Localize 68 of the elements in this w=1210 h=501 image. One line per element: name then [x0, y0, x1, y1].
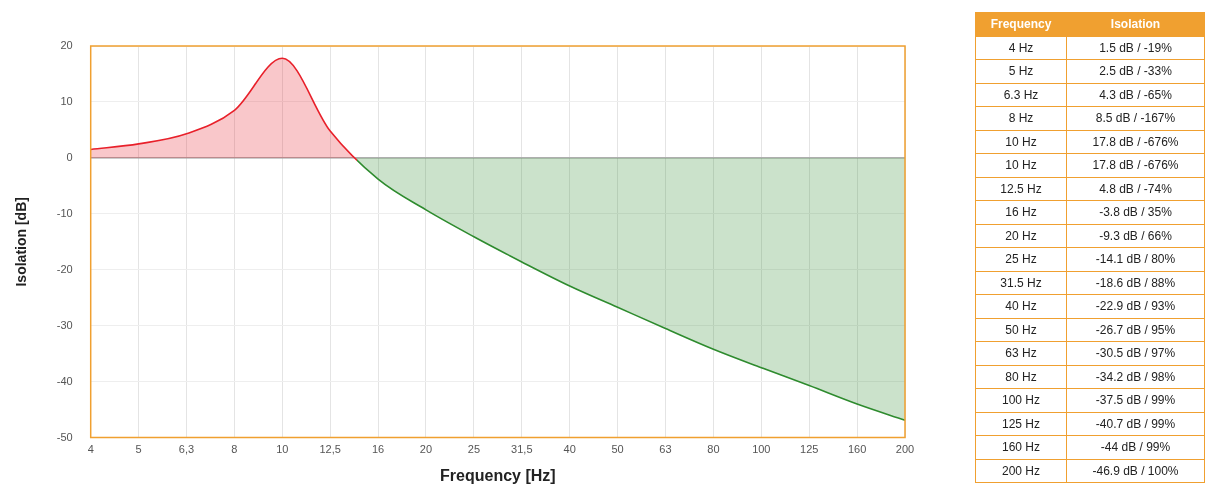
y-tick-label: -40 — [56, 374, 73, 387]
text: -18.6 dB / 88% — [1095, 275, 1176, 290]
category-label: 80 Hz — [975, 365, 1067, 389]
x-tick-label: 125 — [800, 443, 819, 456]
text: -3.8 dB / 35% — [1099, 205, 1172, 220]
text: Isolation — [1066, 12, 1205, 36]
x-axis-title: Frequency [Hz] — [440, 466, 556, 484]
y-tick-label: -20 — [56, 262, 73, 275]
category-label: 160 Hz — [975, 435, 1067, 459]
x-tick-label: 63 — [659, 443, 672, 456]
category-label: 200 Hz — [975, 459, 1067, 483]
y-tick-label: -50 — [56, 430, 73, 443]
x-tick-label: 25 — [467, 443, 481, 456]
x-tick-label: 100 — [752, 443, 771, 456]
category-label: 125 Hz — [975, 412, 1067, 436]
category-label: 40 Hz — [975, 294, 1067, 318]
text: -44 dB / 99% — [1100, 440, 1171, 455]
y-tick-label: -10 — [56, 206, 73, 219]
x-tick-label: 5 — [135, 443, 142, 456]
y-tick-label: -30 — [56, 318, 73, 331]
text: -34.2 dB / 98% — [1095, 369, 1176, 384]
text: -40.7 dB / 99% — [1095, 416, 1176, 431]
x-tick-label: 16 — [371, 443, 385, 456]
category-label: 10 Hz — [975, 130, 1067, 154]
category-label: 5 Hz — [975, 59, 1067, 83]
x-tick-label: 50 — [611, 443, 624, 456]
text: 8.5 dB / -167% — [1095, 111, 1176, 126]
text: 17.8 dB / -676% — [1092, 134, 1179, 149]
x-tick-label: 6,3 — [178, 443, 195, 456]
text: 1.5 dB / -19% — [1099, 40, 1172, 55]
x-tick-label: 10 — [276, 443, 289, 456]
x-tick-label: 31,5 — [511, 443, 533, 456]
x-tick-label: 12,5 — [319, 443, 341, 456]
text: 2.5 dB / -33% — [1099, 64, 1172, 79]
category-label: 16 Hz — [975, 200, 1067, 224]
text: -26.7 dB / 95% — [1095, 322, 1176, 337]
category-label: 63 Hz — [975, 341, 1067, 365]
text: Frequency — [975, 12, 1067, 36]
x-tick-label: 160 — [847, 443, 867, 456]
x-tick-label: 8 — [231, 443, 238, 456]
category-label: 31.5 Hz — [975, 271, 1067, 295]
x-tick-label: 4 — [87, 443, 94, 456]
x-tick-label: 40 — [563, 443, 576, 456]
y-tick-label: 20 — [60, 39, 73, 52]
text: 17.8 dB / -676% — [1092, 158, 1179, 173]
text: 4.3 dB / -65% — [1099, 87, 1172, 102]
category-label: 50 Hz — [975, 318, 1067, 342]
x-tick-label: 20 — [419, 443, 433, 456]
category-label: 6.3 Hz — [975, 83, 1067, 107]
text: 4.8 dB / -74% — [1099, 181, 1172, 196]
text: -22.9 dB / 93% — [1095, 299, 1176, 314]
category-label: 8 Hz — [975, 106, 1067, 130]
text: -14.1 dB / 80% — [1095, 252, 1176, 267]
x-tick-label: 80 — [707, 443, 720, 456]
category-label: 4 Hz — [975, 36, 1067, 60]
category-label: 20 Hz — [975, 224, 1067, 248]
y-tick-label: 0 — [66, 150, 73, 163]
category-label: 25 Hz — [975, 247, 1067, 271]
text: -37.5 dB / 99% — [1095, 393, 1176, 408]
category-label: 10 Hz — [975, 153, 1067, 177]
category-label: 12.5 Hz — [975, 177, 1067, 201]
text: -9.3 dB / 66% — [1099, 228, 1172, 243]
text: -30.5 dB / 97% — [1095, 346, 1176, 361]
y-tick-label: 10 — [60, 94, 73, 107]
x-tick-label: 200 — [895, 443, 915, 456]
y-axis-title: Isolation [dB] — [13, 197, 30, 287]
category-label: 100 Hz — [975, 388, 1067, 412]
text: -46.9 dB / 100% — [1092, 463, 1179, 478]
